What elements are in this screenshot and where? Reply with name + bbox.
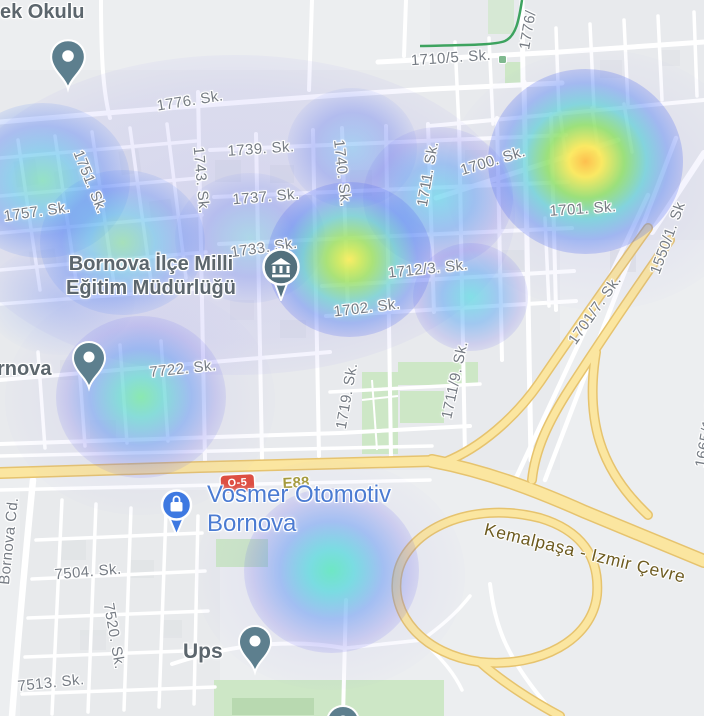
poi-label-ups[interactable]: Ups — [183, 640, 223, 663]
partial-pin-bottom[interactable] — [325, 704, 361, 716]
bornova-pin[interactable] — [71, 340, 107, 392]
school-pin[interactable] — [49, 38, 87, 93]
poi-label-school[interactable]: ek Okulu — [0, 1, 85, 23]
pin-icon — [327, 704, 359, 716]
ups-pin[interactable] — [237, 624, 273, 676]
pin-icon — [237, 624, 273, 676]
pin-icon — [50, 39, 86, 93]
pin-icon — [71, 340, 107, 392]
park-paths — [361, 379, 399, 451]
parks — [214, 0, 522, 716]
vosmer-pin[interactable] — [158, 489, 195, 539]
poi-label-bornova-partial[interactable]: rnova — [0, 358, 52, 380]
bike-path — [419, 0, 524, 48]
shopping-bag-icon — [170, 495, 183, 512]
museum-pin[interactable] — [259, 247, 303, 305]
